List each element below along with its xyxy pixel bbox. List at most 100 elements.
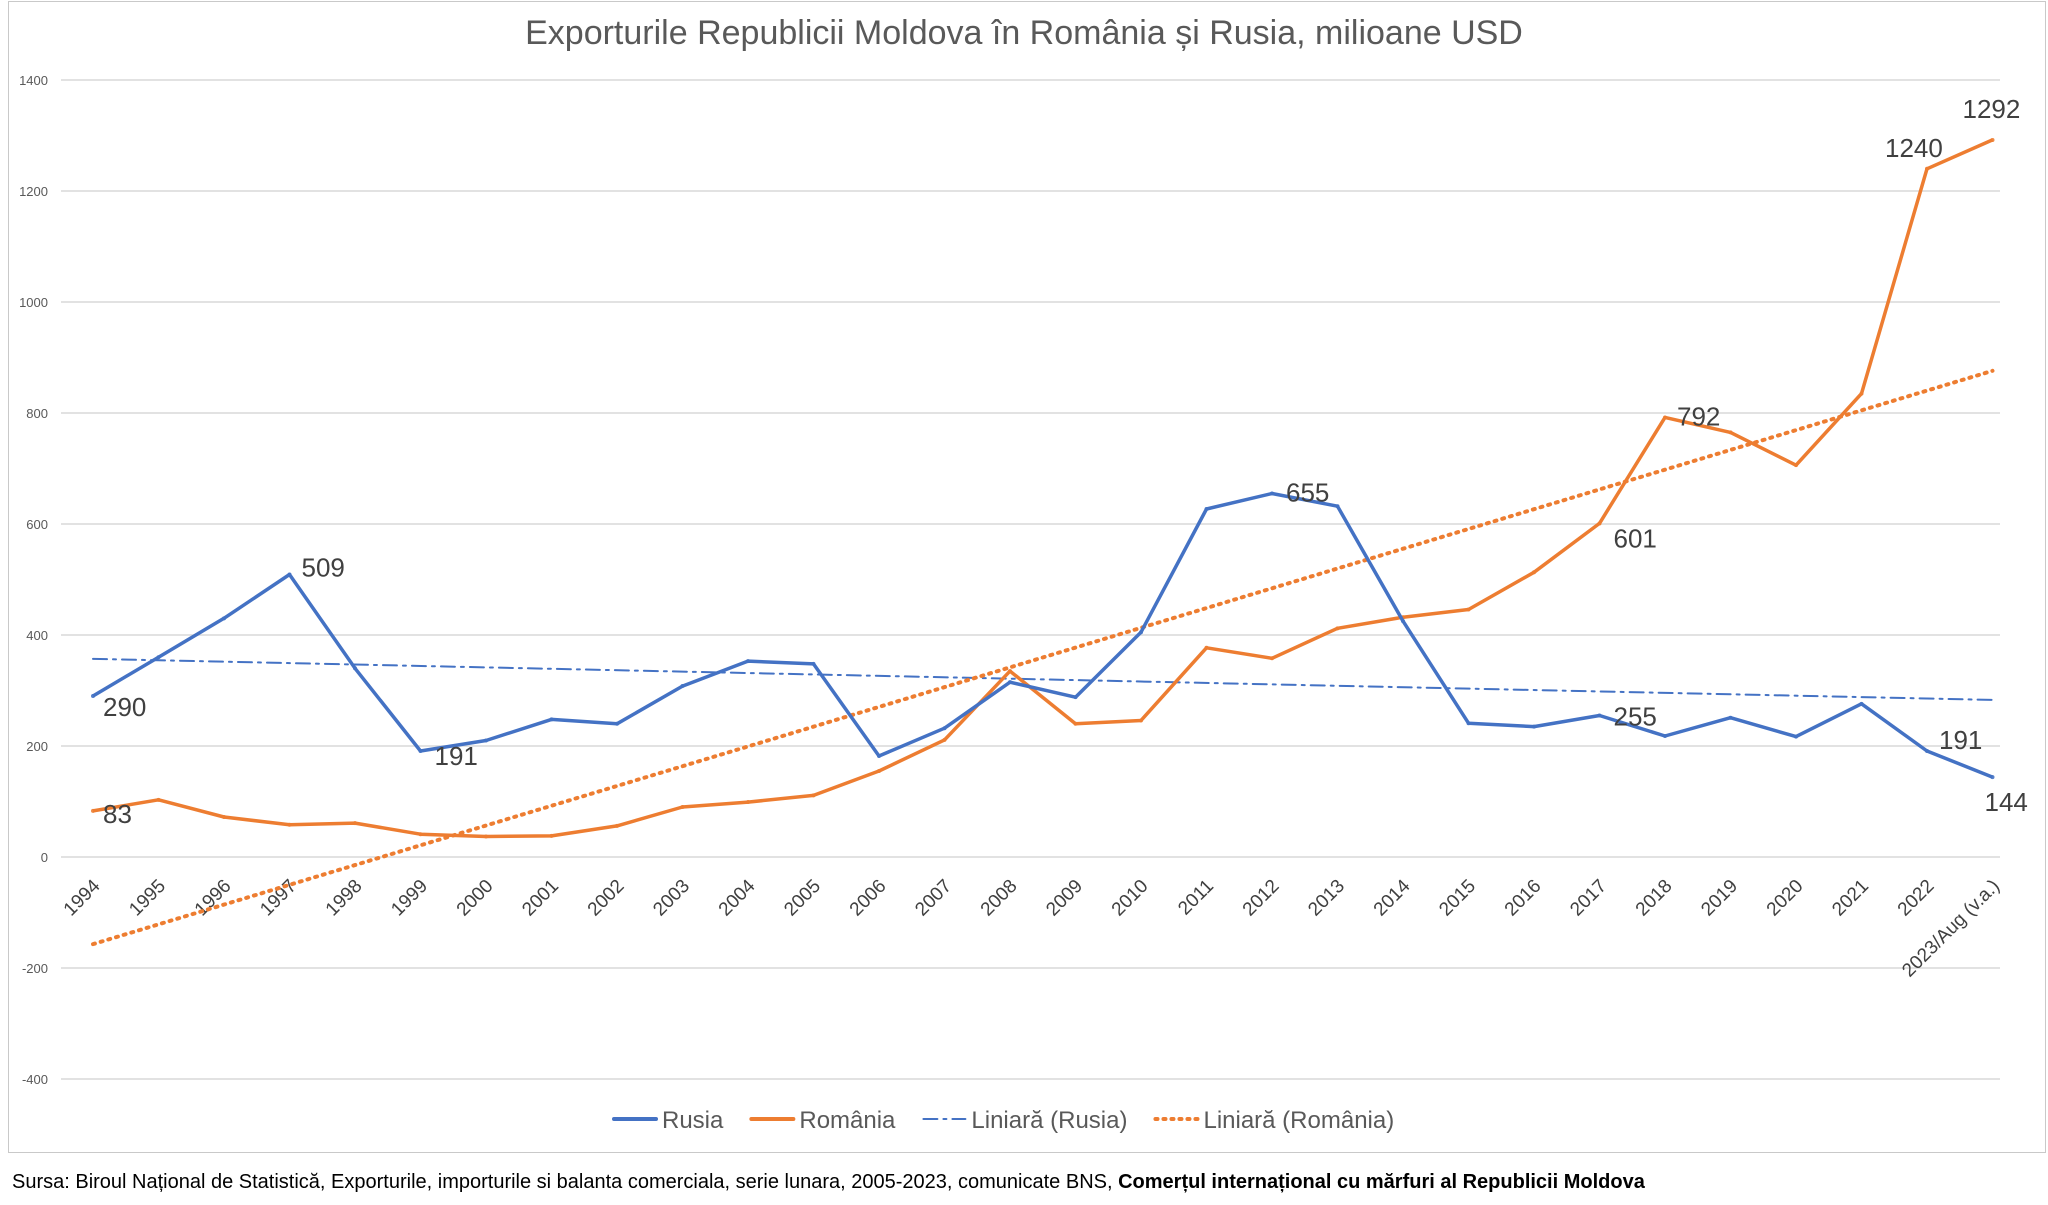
- data-point-rusia: [811, 661, 816, 666]
- data-point-rusia: [1401, 619, 1405, 624]
- data-point-romania: [680, 805, 685, 810]
- data-point-romania: [615, 823, 619, 828]
- data-label: 601: [1614, 523, 1657, 553]
- legend-label: Rusia: [662, 1107, 724, 1134]
- source-title: Comerțul internațional cu mărfuri al Rep…: [1118, 1171, 1645, 1193]
- data-point-romania: [1139, 718, 1143, 723]
- data-point-rusia: [1794, 734, 1798, 739]
- data-point-rusia: [156, 655, 161, 660]
- data-point-romania: [1073, 721, 1078, 726]
- legend-label: România: [799, 1107, 896, 1134]
- data-point-rusia: [1597, 713, 1602, 718]
- x-tick-label: 2007: [911, 876, 956, 921]
- data-point-romania: [1532, 570, 1536, 575]
- data-point-rusia: [1925, 748, 1929, 753]
- data-point-romania: [1335, 626, 1340, 631]
- data-point-romania: [1925, 166, 1929, 171]
- x-tick-label: 2016: [1501, 876, 1546, 921]
- data-point-rusia: [615, 721, 619, 726]
- x-tick-label: 2005: [780, 876, 825, 921]
- trendline-rusia: [92, 657, 1994, 701]
- series-line-rusia: [92, 491, 1994, 779]
- data-point-romania: [942, 737, 947, 742]
- y-tick-label: 800: [26, 406, 48, 421]
- x-tick-label: 2002: [584, 876, 629, 921]
- y-tick-label: 400: [26, 628, 48, 643]
- x-tick-label: 2000: [453, 876, 498, 921]
- y-tick-label: -200: [22, 961, 48, 976]
- data-label: 290: [103, 692, 146, 722]
- x-tick-label: 2004: [715, 875, 760, 920]
- data-label: 191: [435, 741, 478, 771]
- data-point-rusia: [1728, 715, 1733, 720]
- data-point-rusia: [1073, 695, 1078, 700]
- x-tick-label: 2022: [1894, 876, 1939, 921]
- x-tick-label: 2018: [1632, 876, 1677, 921]
- data-point-romania: [1663, 415, 1667, 420]
- data-point-rusia: [1139, 630, 1143, 635]
- data-point-romania: [156, 797, 161, 802]
- data-point-rusia: [877, 753, 881, 758]
- data-point-romania: [1466, 607, 1471, 612]
- data-point-romania: [1597, 521, 1602, 526]
- source-text: Sursa: Biroul Național de Statistică, Ex…: [12, 1171, 1119, 1193]
- data-label: 655: [1286, 477, 1329, 507]
- x-tick-label: 1998: [322, 876, 367, 921]
- data-point-romania: [811, 793, 816, 798]
- data-point-rusia: [418, 748, 423, 753]
- data-label: 83: [103, 799, 132, 829]
- x-tick-label: 1994: [60, 875, 105, 920]
- legend-label: Liniară (România): [1203, 1107, 1394, 1134]
- x-tick-label: 2012: [1239, 876, 1284, 921]
- data-point-romania: [1728, 430, 1733, 435]
- x-tick-label: 2010: [1108, 876, 1153, 921]
- y-tick-label: 0: [41, 850, 48, 865]
- data-point-rusia: [222, 616, 226, 621]
- data-point-romania: [746, 800, 750, 805]
- data-point-romania: [287, 822, 292, 827]
- data-label: 792: [1677, 401, 1720, 431]
- data-point-rusia: [1466, 721, 1471, 726]
- data-label: 191: [1939, 725, 1982, 755]
- data-point-rusia: [287, 572, 292, 577]
- y-tick-label: 600: [26, 517, 48, 532]
- y-tick-label: 200: [26, 739, 48, 754]
- x-tick-label: 2001: [518, 876, 563, 921]
- data-label: 509: [302, 553, 345, 583]
- x-tick-label: 1996: [191, 876, 236, 921]
- data-point-romania: [418, 832, 423, 837]
- x-tick-label: 2006: [846, 876, 891, 921]
- data-point-rusia: [484, 738, 488, 743]
- data-point-rusia: [549, 717, 554, 722]
- x-tick-label: 2003: [649, 876, 694, 921]
- x-tick-label: 2009: [1042, 876, 1087, 921]
- y-tick-label: 1200: [19, 184, 48, 199]
- x-tick-label: 2021: [1828, 876, 1873, 921]
- data-label: 255: [1614, 701, 1657, 731]
- data-point-romania: [484, 834, 488, 839]
- data-point-rusia: [1335, 504, 1340, 509]
- data-point-romania: [877, 768, 881, 773]
- x-tick-label: 2008: [977, 876, 1022, 921]
- y-tick-label: 1400: [19, 73, 48, 88]
- y-tick-label: -400: [22, 1072, 48, 1087]
- chart-title: Exporturile Republicii Moldova în Români…: [525, 14, 1523, 52]
- data-point-rusia: [746, 659, 750, 664]
- x-tick-label: 2017: [1566, 876, 1611, 921]
- x-tick-label: 2019: [1697, 876, 1742, 921]
- data-point-rusia: [1204, 507, 1209, 512]
- data-point-rusia: [1859, 701, 1864, 706]
- x-tick-label: 2013: [1304, 876, 1349, 921]
- data-point-romania: [1204, 645, 1209, 650]
- x-tick-label: 1999: [387, 876, 432, 921]
- data-point-romania: [91, 808, 95, 813]
- x-tick-label: 2014: [1370, 875, 1415, 920]
- data-point-romania: [1794, 463, 1798, 468]
- chart-frame: [8, 1, 2046, 1153]
- data-point-rusia: [353, 666, 357, 671]
- data-point-romania: [549, 833, 554, 838]
- data-point-romania: [222, 815, 226, 820]
- data-point-rusia: [680, 684, 685, 689]
- data-point-romania: [353, 821, 357, 826]
